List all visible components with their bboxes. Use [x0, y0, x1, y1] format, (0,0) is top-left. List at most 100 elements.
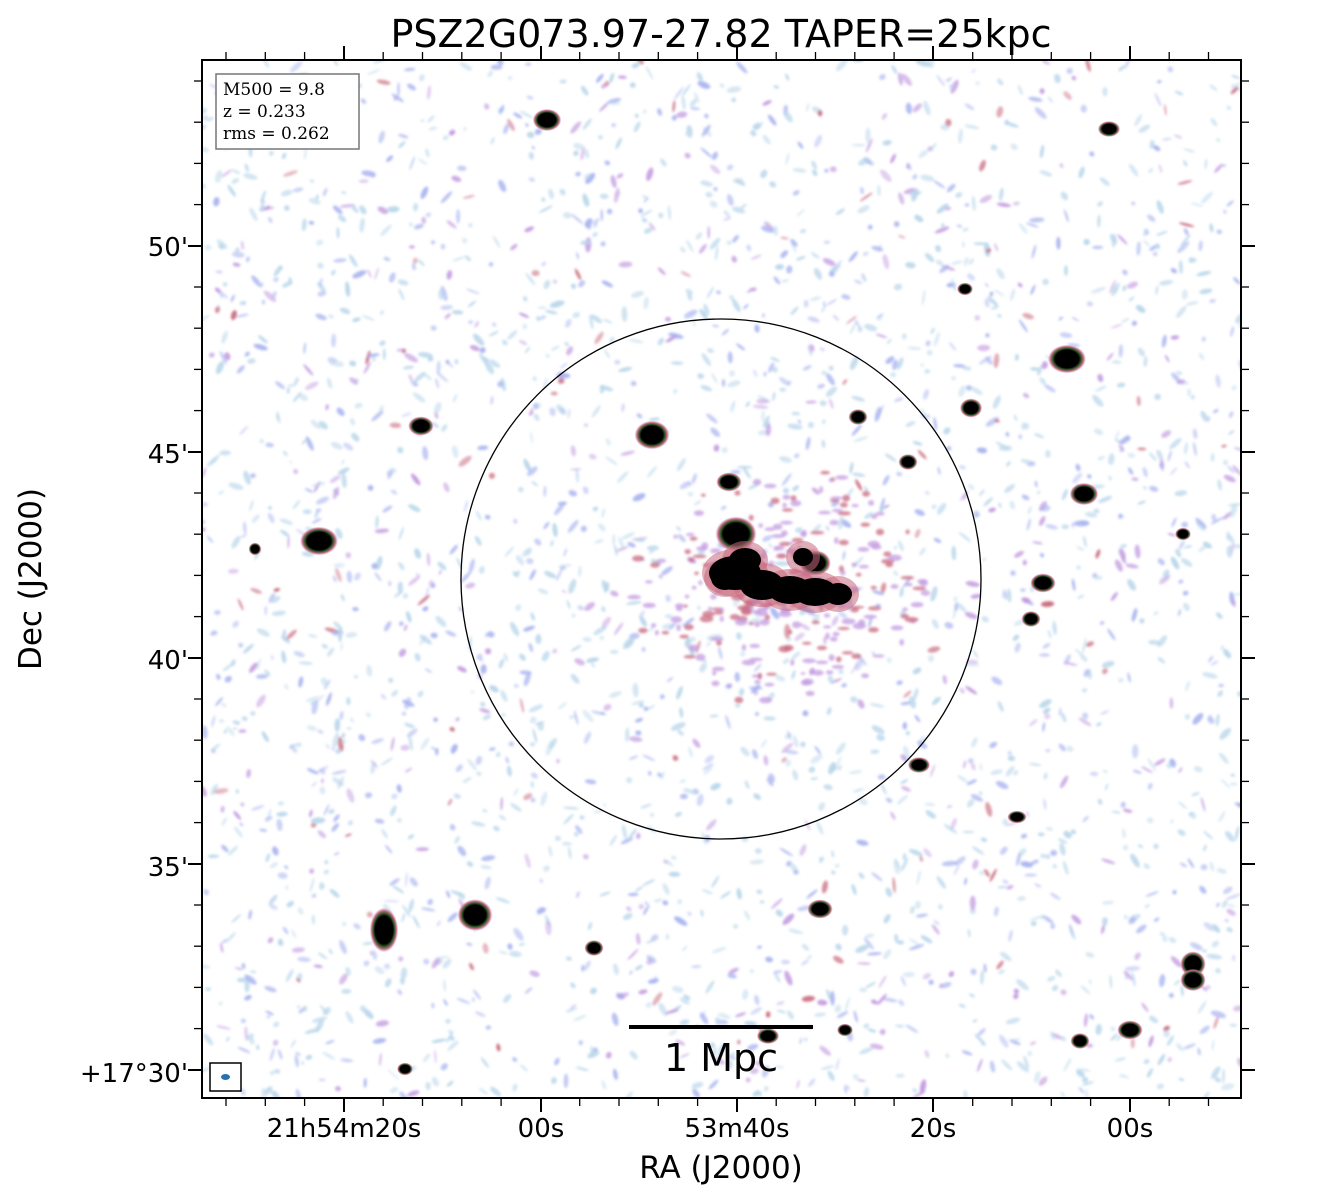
noise-speck — [768, 501, 774, 508]
halo-speck — [870, 514, 878, 519]
noise-speck — [646, 545, 659, 551]
noise-speck — [762, 415, 770, 428]
noise-speck — [1144, 904, 1150, 909]
noise-speck — [543, 521, 550, 530]
noise-speck — [273, 1069, 281, 1074]
noise-speck — [1200, 410, 1208, 422]
halo-speck — [787, 629, 793, 635]
noise-speck — [568, 846, 572, 860]
noise-speck — [283, 170, 298, 177]
noise-speck — [1131, 744, 1139, 759]
noise-speck — [609, 691, 622, 698]
noise-speck — [581, 964, 585, 972]
noise-speck — [736, 465, 753, 469]
noise-speck — [348, 254, 358, 268]
noise-speck — [983, 868, 990, 878]
noise-speck — [332, 486, 340, 500]
noise-speck — [1051, 1033, 1062, 1040]
noise-speck — [495, 751, 501, 758]
halo-speck — [829, 499, 840, 503]
noise-speck — [340, 593, 345, 602]
noise-speck — [239, 301, 247, 306]
noise-speck — [605, 456, 618, 466]
noise-speck — [612, 533, 616, 546]
noise-speck — [382, 348, 386, 361]
central-source-core — [711, 566, 739, 590]
noise-speck — [1156, 80, 1162, 84]
noise-speck — [1161, 334, 1167, 348]
halo-speck — [912, 586, 927, 591]
noise-speck — [1203, 830, 1214, 840]
noise-speck — [322, 187, 328, 197]
noise-speck — [345, 281, 351, 298]
halo-speck — [734, 618, 748, 626]
noise-speck — [479, 347, 486, 354]
noise-speck — [1008, 929, 1013, 942]
noise-speck — [713, 187, 718, 192]
point-source — [1070, 1033, 1090, 1049]
noise-speck — [721, 447, 728, 454]
noise-speck — [531, 145, 535, 150]
noise-speck — [487, 70, 494, 78]
noise-speck — [554, 835, 561, 842]
noise-speck — [1230, 326, 1235, 337]
noise-speck — [680, 246, 686, 253]
noise-speck — [723, 217, 731, 221]
noise-speck — [310, 701, 315, 706]
noise-speck — [1013, 414, 1018, 422]
noise-speck — [446, 220, 457, 229]
noise-speck — [999, 1034, 1009, 1048]
noise-speck — [1221, 1069, 1226, 1084]
point-source — [716, 472, 742, 492]
noise-speck — [427, 115, 435, 123]
noise-speck — [759, 900, 765, 904]
noise-speck — [603, 319, 613, 324]
noise-speck — [518, 942, 526, 946]
noise-speck — [864, 486, 869, 493]
noise-speck — [1047, 629, 1052, 639]
noise-speck — [406, 728, 418, 738]
noise-speck — [543, 865, 550, 872]
noise-speck — [1062, 860, 1069, 875]
noise-speck — [388, 677, 394, 683]
noise-speck — [689, 98, 698, 107]
noise-speck — [445, 359, 450, 365]
noise-speck — [665, 1009, 679, 1015]
noise-speck — [844, 997, 850, 1012]
noise-speck — [1153, 917, 1160, 922]
noise-speck — [1211, 1066, 1221, 1080]
noise-speck — [882, 254, 890, 270]
central-source-core — [793, 548, 813, 566]
noise-speck — [1229, 504, 1238, 518]
noise-speck — [1183, 227, 1189, 236]
noise-speck — [792, 769, 799, 781]
noise-speck — [1200, 864, 1208, 871]
radio-sources — [248, 108, 1206, 1076]
noise-speck — [994, 243, 999, 252]
point-source — [756, 1028, 780, 1044]
noise-speck — [720, 891, 732, 899]
noise-speck — [665, 594, 671, 603]
noise-speck — [1218, 810, 1226, 823]
noise-speck — [879, 73, 886, 81]
noise-speck — [537, 306, 547, 309]
noise-speck — [676, 111, 688, 118]
noise-speck — [924, 1050, 930, 1058]
noise-speck — [727, 973, 737, 979]
noise-speck — [1022, 393, 1030, 399]
noise-speck — [331, 770, 347, 775]
noise-speck — [803, 299, 809, 308]
noise-speck — [1114, 1057, 1126, 1062]
noise-speck — [325, 692, 332, 706]
noise-speck — [529, 970, 540, 977]
noise-speck — [371, 357, 377, 362]
noise-speck — [1121, 318, 1130, 323]
noise-speck — [462, 777, 472, 783]
noise-speck — [400, 967, 408, 980]
noise-speck — [700, 909, 704, 917]
noise-speck — [477, 445, 489, 451]
noise-speck — [1209, 84, 1218, 91]
noise-speck — [228, 482, 244, 490]
noise-speck — [690, 107, 700, 111]
noise-speck — [563, 548, 568, 557]
